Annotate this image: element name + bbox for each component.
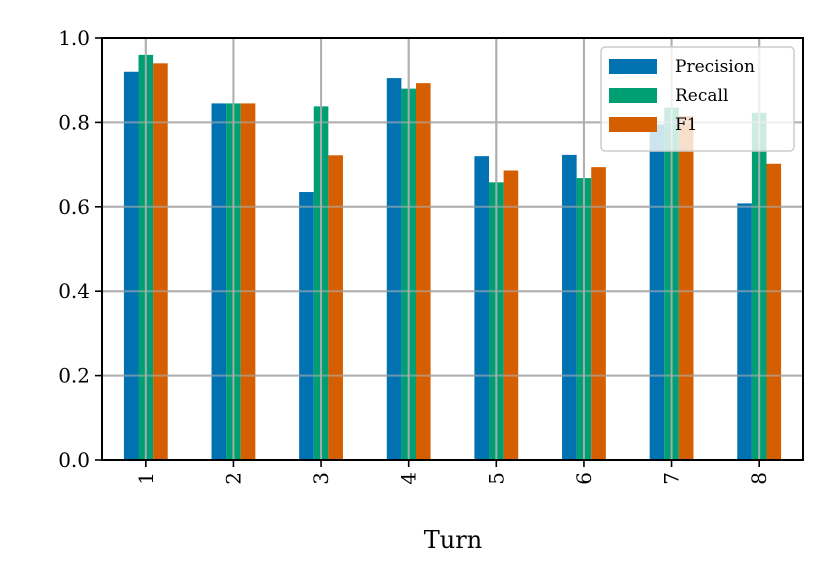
x-tick-label: 3 <box>309 472 333 485</box>
x-tick-label: 1 <box>134 472 158 485</box>
plot-frame <box>101 37 804 461</box>
legend-swatch-recall <box>609 88 657 103</box>
legend-label-precision: Precision <box>675 57 755 77</box>
bar-precision <box>123 71 139 460</box>
bar-f1 <box>503 170 519 460</box>
bar-precision <box>211 103 227 460</box>
x-axis-title: Turn <box>424 526 482 554</box>
bar-f1 <box>328 155 343 461</box>
bar-precision <box>562 154 577 461</box>
legend-label-f1: F1 <box>675 115 698 135</box>
legend-label-recall: Recall <box>675 86 728 106</box>
bar-f1 <box>240 103 256 460</box>
y-tick-label: 1.0 <box>58 26 90 50</box>
legend-swatch-f1 <box>609 117 657 132</box>
bar-precision <box>649 124 665 460</box>
bar-precision <box>737 203 752 460</box>
bar-f1 <box>766 163 782 461</box>
legend: Precision Recall F1 <box>600 46 795 152</box>
legend-swatch-precision <box>609 59 657 74</box>
bar-precision <box>386 78 402 460</box>
bar-layer <box>123 54 782 461</box>
x-tick-label: 4 <box>397 472 421 485</box>
x-tick-label: 8 <box>747 472 771 485</box>
y-tick-label: 0.4 <box>58 279 90 303</box>
bar-f1 <box>678 116 694 460</box>
x-tick-label: 7 <box>660 472 684 485</box>
bar-f1 <box>415 83 431 461</box>
x-tick-label: 6 <box>572 472 596 485</box>
bar-f1 <box>153 63 168 460</box>
y-tick-label: 0.0 <box>58 448 90 472</box>
bar-precision <box>474 156 490 460</box>
y-tick-label: 0.8 <box>58 110 90 134</box>
x-tick-label: 2 <box>221 472 245 485</box>
bar-f1 <box>591 167 606 460</box>
axis-layer: 0.0 0.2 0.4 0.6 0.8 1.0 1 2 3 4 5 6 7 8 <box>58 26 804 485</box>
x-tick-label: 5 <box>484 472 508 485</box>
y-tick-label: 0.2 <box>58 364 90 388</box>
bar-precision <box>299 192 314 460</box>
y-tick-label: 0.6 <box>58 195 90 219</box>
